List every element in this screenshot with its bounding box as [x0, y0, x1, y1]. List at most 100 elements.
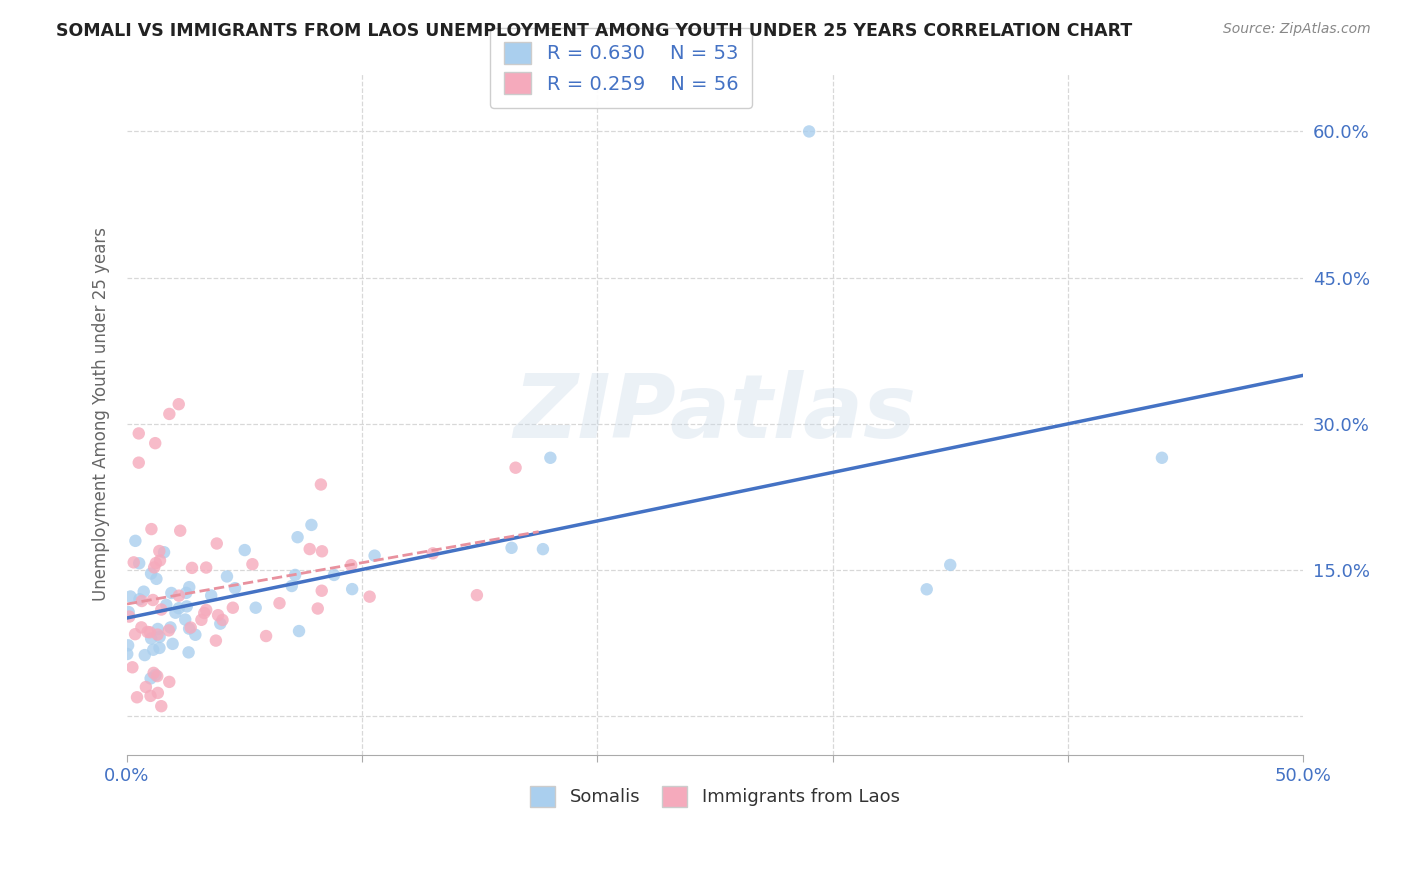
Point: [269, 596, 291, 610]
Point: [131, 594, 153, 608]
Point: [200, 589, 222, 603]
Point: [323, 568, 346, 582]
Point: [245, 600, 267, 615]
Point: [131, 620, 153, 634]
Point: [125, 690, 148, 705]
Point: [135, 680, 157, 694]
Point: [149, 553, 172, 567]
Point: [307, 601, 329, 615]
Point: [180, 621, 202, 635]
Point: [150, 699, 173, 714]
Point: [501, 541, 523, 555]
Point: [115, 647, 138, 661]
Point: [118, 609, 141, 624]
Point: [538, 450, 561, 465]
Point: [146, 622, 169, 636]
Point: [211, 613, 233, 627]
Point: [157, 624, 180, 638]
Point: [155, 598, 177, 612]
Point: [311, 583, 333, 598]
Point: [128, 592, 150, 607]
Point: [287, 530, 309, 544]
Point: [148, 544, 170, 558]
Point: [143, 560, 166, 574]
Point: [139, 672, 162, 686]
Point: [157, 407, 180, 421]
Point: [139, 632, 162, 646]
Point: [124, 533, 146, 548]
Point: [797, 124, 820, 138]
Point: [915, 582, 938, 597]
Point: [207, 608, 229, 623]
Point: [531, 542, 554, 557]
Point: [145, 556, 167, 570]
Point: [118, 605, 141, 619]
Point: [128, 556, 150, 570]
Point: [160, 586, 183, 600]
Point: [141, 522, 163, 536]
Point: [142, 593, 165, 607]
Point: [298, 542, 321, 557]
Point: [145, 668, 167, 682]
Point: [222, 600, 245, 615]
Point: [242, 558, 264, 572]
Point: [177, 645, 200, 659]
Point: [146, 669, 169, 683]
Legend: Somalis, Immigrants from Laos: Somalis, Immigrants from Laos: [523, 779, 907, 814]
Point: [148, 640, 170, 655]
Point: [288, 624, 311, 638]
Point: [284, 568, 307, 582]
Point: [157, 674, 180, 689]
Point: [233, 543, 256, 558]
Point: [193, 606, 215, 620]
Point: [146, 686, 169, 700]
Point: [281, 579, 304, 593]
Point: [1150, 450, 1173, 465]
Point: [184, 628, 207, 642]
Point: [139, 689, 162, 703]
Point: [359, 590, 381, 604]
Point: [299, 517, 322, 532]
Point: [142, 665, 165, 680]
Point: [209, 616, 232, 631]
Point: [139, 625, 162, 640]
Point: [169, 524, 191, 538]
Y-axis label: Unemployment Among Youth under 25 years: Unemployment Among Youth under 25 years: [93, 227, 110, 601]
Point: [179, 622, 201, 636]
Point: [465, 588, 488, 602]
Point: [167, 397, 190, 411]
Point: [195, 603, 218, 617]
Point: [128, 456, 150, 470]
Point: [165, 606, 187, 620]
Point: [162, 637, 184, 651]
Point: [174, 586, 197, 600]
Point: [139, 566, 162, 581]
Point: [215, 569, 238, 583]
Point: [340, 558, 363, 573]
Point: [167, 589, 190, 603]
Point: [309, 477, 332, 491]
Point: [143, 436, 166, 450]
Point: [134, 648, 156, 662]
Point: [195, 560, 218, 574]
Text: SOMALI VS IMMIGRANTS FROM LAOS UNEMPLOYMENT AMONG YOUTH UNDER 25 YEARS CORRELATI: SOMALI VS IMMIGRANTS FROM LAOS UNEMPLOYM…: [56, 22, 1132, 40]
Point: [117, 638, 139, 652]
Point: [146, 627, 169, 641]
Point: [176, 599, 198, 614]
Point: [205, 633, 228, 648]
Point: [422, 546, 444, 560]
Point: [159, 620, 181, 634]
Point: [254, 629, 277, 643]
Text: ZIPatlas: ZIPatlas: [513, 370, 917, 458]
Point: [167, 601, 190, 615]
Point: [145, 572, 167, 586]
Point: [179, 580, 201, 594]
Point: [174, 613, 197, 627]
Point: [150, 602, 173, 616]
Point: [363, 549, 385, 563]
Text: Source: ZipAtlas.com: Source: ZipAtlas.com: [1223, 22, 1371, 37]
Point: [340, 582, 363, 596]
Point: [149, 630, 172, 644]
Point: [505, 460, 527, 475]
Point: [128, 426, 150, 441]
